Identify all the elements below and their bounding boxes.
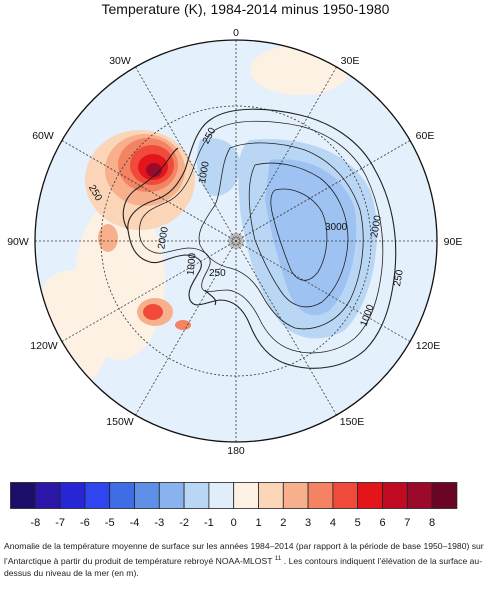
lon-label-90e: 90E [444,236,463,248]
colorbar-swatch [332,482,359,509]
lon-label-180: 180 [227,445,245,457]
colorbar-tick-label: 0 [231,517,237,529]
warm-patch-west [35,270,110,390]
contour-label: 250 [209,268,226,279]
caption-reference: 11 [274,554,282,562]
colorbar-swatch [258,482,284,509]
colorbar-swatch [233,482,259,509]
warm-patch-north [250,45,350,95]
colorbar: -8 -7 -6 -5 -4 -3 -2 -1 0 1 2 3 4 5 6 7 8 [10,482,458,529]
colorbar-swatch [282,482,309,509]
lon-label-60e: 60E [416,130,435,142]
colorbar-tick-label: -1 [204,517,214,529]
colorbar-swatch [134,482,160,509]
contour-label: 3000 [325,222,348,233]
lon-label-150e: 150E [340,416,365,428]
contour-3000 [270,188,328,281]
lon-label-120w: 120W [30,340,58,352]
colorbar-tick-label: -7 [55,517,65,529]
colorbar-tick-label: -6 [80,517,90,529]
colorbar-tick-label: 6 [379,517,385,529]
colorbar-swatch [208,482,235,509]
colorbar-tick-label: 4 [330,517,336,529]
lon-label-60w: 60W [32,130,54,142]
colorbar-swatch [307,482,334,509]
anomaly-ross-2 [143,304,163,320]
contour-label: 2000 [156,226,171,250]
colorbar-swatch [84,482,111,509]
lon-label-150w: 150W [106,416,134,428]
map-title: Temperature (K), 1984-2014 minus 1950-19… [101,1,390,17]
graticule [35,40,437,442]
coastline-peninsula [122,147,179,231]
colorbar-tick-label: 7 [404,517,410,529]
colorbar-swatch [158,482,185,509]
colorbar-swatch [10,482,36,509]
lon-label-30w: 30W [109,55,131,67]
colorbar-swatch [59,482,86,509]
anomaly-east-cool-core [265,159,357,316]
contour-1000 [198,142,364,330]
map-field [35,40,437,442]
figure-caption: Anomalie de la température moyenne de su… [4,540,488,579]
colorbar-tick-label: 8 [429,517,435,529]
contour-250 [138,120,384,354]
lon-label-30e: 30E [341,55,360,67]
colorbar-swatch [431,482,458,509]
lon-label-90w: 90W [7,236,29,248]
colorbar-tick-label: 5 [355,517,361,529]
anomaly-peninsula-core [146,163,162,177]
meridian-60e-120w [61,140,411,342]
coastline-main [127,108,397,369]
map-boundary [34,39,438,443]
elevation-contours [138,120,384,354]
colorbar-swatch [406,482,433,509]
colorbar-tick-label: -3 [154,517,164,529]
colorbar-swatch [382,482,408,509]
colorbar-swatch [109,482,135,509]
anomaly-amundsen [98,224,118,252]
caption-text: Anomalie de la température moyenne de su… [4,541,484,566]
contour-label: 2000 [369,214,384,238]
lon-label-120e: 120E [416,340,441,352]
colorbar-tick-label: 1 [255,517,261,529]
colorbar-tick-label: -5 [105,517,115,529]
anomaly-dronning-cool [196,138,241,196]
lon-label-0: 0 [233,27,239,39]
colorbar-swatch [357,482,383,509]
colorbar-tick-label: -4 [130,517,140,529]
contour-2000 [248,162,349,308]
contour-label: 250 [392,269,406,288]
colorbar-tick-label: -2 [179,517,189,529]
polar-map: 250 1000 250 2000 1000 250 3000 2000 250… [7,27,463,457]
colorbar-ticks: -8 -7 -6 -5 -4 -3 -2 -1 0 1 2 3 4 5 6 7 8 [30,517,435,529]
contour-label: 1000 [197,160,212,184]
colorbar-swatches [10,482,458,509]
colorbar-swatch [183,482,210,509]
caption-text-end: . Les contours indiquent l’élévation de … [4,555,483,578]
anomaly-ross-3 [175,320,191,330]
colorbar-tick-label: 2 [280,517,286,529]
colorbar-swatch [34,482,61,509]
colorbar-tick-label: -8 [30,517,40,529]
colorbar-tick-label: 3 [305,517,311,529]
contour-label: 1000 [186,252,199,276]
